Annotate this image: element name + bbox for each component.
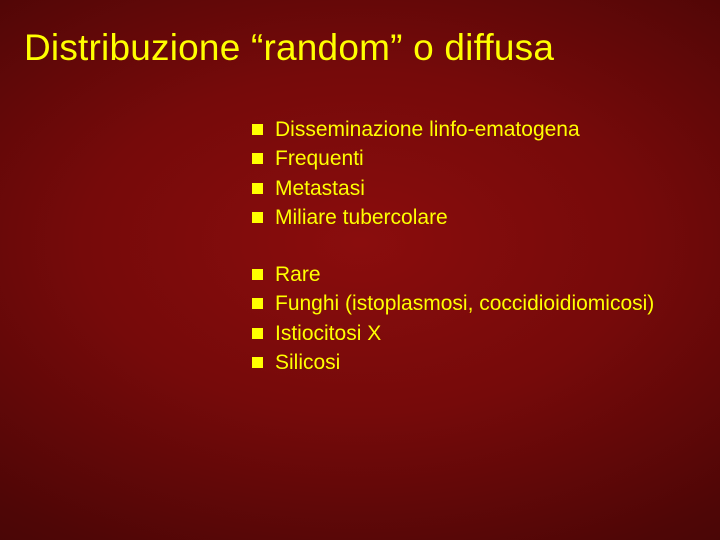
square-bullet-icon	[252, 124, 263, 135]
square-bullet-icon	[252, 183, 263, 194]
list-item: Istiocitosi X	[252, 320, 680, 347]
square-bullet-icon	[252, 298, 263, 309]
square-bullet-icon	[252, 328, 263, 339]
bullet-group-1: Disseminazione linfo-ematogena Frequenti…	[252, 116, 680, 231]
list-item: Rare	[252, 261, 680, 288]
square-bullet-icon	[252, 357, 263, 368]
slide-body: Disseminazione linfo-ematogena Frequenti…	[252, 116, 680, 406]
list-item: Metastasi	[252, 175, 680, 202]
list-item: Disseminazione linfo-ematogena	[252, 116, 680, 143]
square-bullet-icon	[252, 269, 263, 280]
list-item: Silicosi	[252, 349, 680, 376]
list-item-text: Miliare tubercolare	[275, 204, 680, 231]
list-item: Frequenti	[252, 145, 680, 172]
list-item: Miliare tubercolare	[252, 204, 680, 231]
list-item-text: Funghi (istoplasmosi, coccidioidiomicosi…	[275, 290, 680, 317]
list-item-text: Istiocitosi X	[275, 320, 680, 347]
list-item-text: Silicosi	[275, 349, 680, 376]
square-bullet-icon	[252, 153, 263, 164]
list-item: Funghi (istoplasmosi, coccidioidiomicosi…	[252, 290, 680, 317]
list-item-text: Frequenti	[275, 145, 680, 172]
list-item-text: Metastasi	[275, 175, 680, 202]
square-bullet-icon	[252, 212, 263, 223]
slide-title: Distribuzione “random” o diffusa	[24, 28, 696, 69]
list-item-text: Disseminazione linfo-ematogena	[275, 116, 680, 143]
bullet-group-2: Rare Funghi (istoplasmosi, coccidioidiom…	[252, 261, 680, 376]
slide: Distribuzione “random” o diffusa Dissemi…	[0, 0, 720, 540]
list-item-text: Rare	[275, 261, 680, 288]
